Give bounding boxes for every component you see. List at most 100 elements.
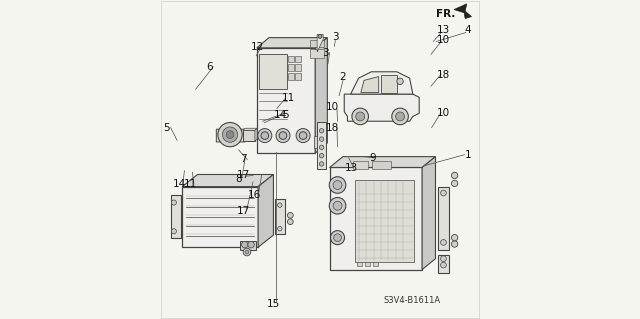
Text: 11: 11 bbox=[184, 179, 196, 189]
Polygon shape bbox=[351, 72, 413, 94]
Bar bbox=[288, 73, 294, 80]
Bar bbox=[275, 199, 285, 234]
Circle shape bbox=[319, 162, 324, 166]
Bar bbox=[372, 161, 391, 169]
Circle shape bbox=[440, 190, 446, 196]
Bar bbox=[295, 64, 301, 71]
Text: 9: 9 bbox=[369, 153, 376, 163]
Circle shape bbox=[329, 177, 346, 193]
Circle shape bbox=[440, 256, 446, 262]
Text: 6: 6 bbox=[207, 62, 213, 72]
Circle shape bbox=[451, 234, 458, 241]
Text: 14: 14 bbox=[274, 110, 287, 120]
Circle shape bbox=[287, 219, 293, 225]
Circle shape bbox=[278, 226, 282, 231]
Text: 3: 3 bbox=[323, 48, 329, 58]
Polygon shape bbox=[330, 167, 422, 270]
Text: 18: 18 bbox=[437, 70, 450, 80]
Circle shape bbox=[278, 203, 282, 207]
Bar bbox=[288, 64, 294, 71]
Bar bbox=[295, 56, 301, 62]
Circle shape bbox=[440, 262, 446, 268]
Polygon shape bbox=[317, 34, 323, 52]
Circle shape bbox=[226, 131, 234, 138]
Text: 10: 10 bbox=[326, 102, 339, 112]
Circle shape bbox=[319, 153, 324, 158]
Text: 8: 8 bbox=[236, 174, 242, 184]
Circle shape bbox=[319, 137, 324, 141]
Text: 5: 5 bbox=[164, 122, 170, 133]
Circle shape bbox=[318, 34, 322, 38]
Bar bbox=[288, 56, 294, 62]
Polygon shape bbox=[381, 75, 397, 93]
Bar bbox=[353, 161, 369, 169]
Circle shape bbox=[451, 241, 458, 247]
Polygon shape bbox=[182, 187, 258, 247]
Polygon shape bbox=[422, 157, 435, 270]
Circle shape bbox=[397, 78, 403, 85]
Circle shape bbox=[296, 129, 310, 143]
Bar bbox=[171, 195, 181, 238]
Circle shape bbox=[440, 240, 446, 245]
Circle shape bbox=[319, 145, 324, 150]
Circle shape bbox=[392, 108, 408, 125]
Polygon shape bbox=[330, 157, 435, 167]
Polygon shape bbox=[257, 48, 316, 153]
Circle shape bbox=[396, 112, 404, 121]
Circle shape bbox=[276, 129, 290, 143]
Text: FR.: FR. bbox=[436, 9, 455, 19]
Circle shape bbox=[261, 132, 269, 139]
Polygon shape bbox=[182, 174, 273, 187]
Text: 16: 16 bbox=[248, 189, 261, 200]
Text: 13: 13 bbox=[344, 163, 358, 174]
Circle shape bbox=[243, 248, 251, 256]
Circle shape bbox=[333, 201, 342, 210]
Bar bbox=[239, 241, 255, 250]
Circle shape bbox=[333, 234, 341, 241]
Text: 15: 15 bbox=[267, 299, 280, 309]
Bar bbox=[295, 73, 301, 80]
Bar bbox=[317, 122, 326, 169]
Circle shape bbox=[319, 129, 324, 133]
Polygon shape bbox=[258, 174, 273, 247]
Bar bbox=[355, 180, 414, 262]
Bar bbox=[356, 262, 362, 266]
Bar bbox=[438, 187, 449, 250]
Text: 12: 12 bbox=[251, 42, 264, 52]
Bar bbox=[310, 40, 324, 47]
Text: 4: 4 bbox=[465, 25, 471, 35]
Circle shape bbox=[245, 250, 249, 254]
Circle shape bbox=[356, 112, 365, 121]
Bar bbox=[259, 54, 287, 89]
Polygon shape bbox=[344, 94, 419, 121]
Circle shape bbox=[333, 181, 342, 189]
Text: 17: 17 bbox=[237, 205, 250, 216]
Polygon shape bbox=[243, 128, 257, 130]
Polygon shape bbox=[316, 38, 327, 153]
Text: 18: 18 bbox=[326, 122, 339, 133]
Text: 11: 11 bbox=[282, 93, 295, 103]
Polygon shape bbox=[454, 4, 472, 19]
Bar bbox=[314, 136, 317, 148]
Text: 10: 10 bbox=[437, 108, 450, 118]
Text: 7: 7 bbox=[240, 154, 247, 165]
Circle shape bbox=[330, 231, 344, 245]
Circle shape bbox=[241, 241, 248, 248]
Circle shape bbox=[172, 229, 177, 234]
Circle shape bbox=[222, 127, 237, 142]
Circle shape bbox=[248, 241, 254, 248]
Bar bbox=[243, 130, 255, 141]
Circle shape bbox=[451, 180, 458, 187]
Circle shape bbox=[352, 108, 369, 125]
Text: 1: 1 bbox=[465, 150, 472, 160]
Text: 3: 3 bbox=[332, 32, 339, 42]
Text: 10: 10 bbox=[437, 35, 450, 45]
Text: 5: 5 bbox=[282, 110, 289, 120]
Circle shape bbox=[287, 212, 293, 218]
Text: 2: 2 bbox=[340, 71, 346, 82]
Bar bbox=[372, 262, 378, 266]
Circle shape bbox=[172, 200, 177, 205]
Circle shape bbox=[300, 132, 307, 139]
Polygon shape bbox=[216, 129, 246, 142]
Circle shape bbox=[258, 129, 272, 143]
